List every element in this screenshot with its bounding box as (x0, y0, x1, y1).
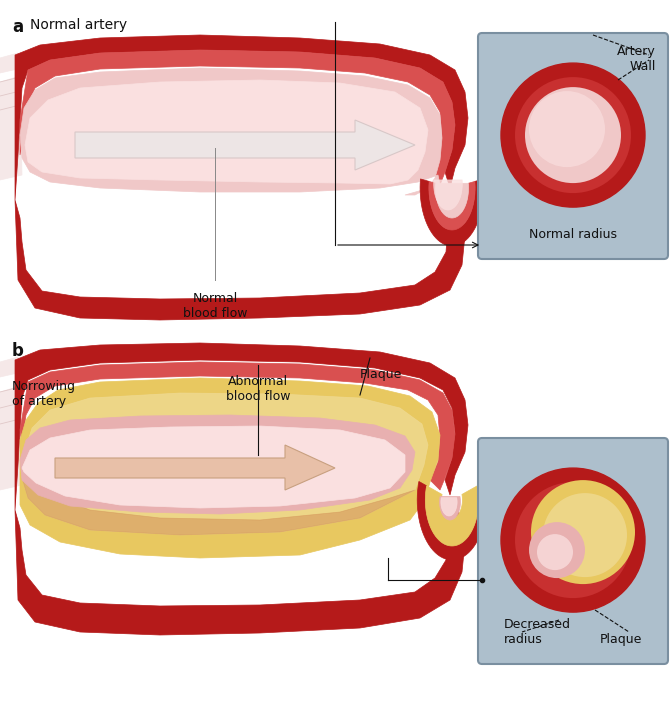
Polygon shape (433, 180, 462, 210)
Polygon shape (20, 378, 440, 558)
Polygon shape (20, 415, 415, 514)
Polygon shape (22, 426, 405, 508)
Text: Norrowing
of artery: Norrowing of artery (12, 380, 76, 408)
Polygon shape (435, 183, 468, 218)
Circle shape (501, 468, 645, 612)
FancyBboxPatch shape (478, 33, 668, 259)
Polygon shape (75, 120, 415, 170)
Polygon shape (439, 496, 460, 520)
Text: b: b (12, 342, 24, 360)
Text: Decreased
radius: Decreased radius (504, 618, 571, 646)
Polygon shape (0, 357, 22, 377)
Polygon shape (417, 482, 487, 560)
Polygon shape (20, 362, 455, 490)
Polygon shape (15, 188, 465, 320)
Polygon shape (15, 35, 468, 200)
Polygon shape (22, 393, 428, 535)
Polygon shape (0, 386, 22, 490)
Polygon shape (420, 179, 484, 246)
Polygon shape (425, 486, 478, 546)
Text: Plaque: Plaque (360, 368, 403, 381)
Polygon shape (20, 68, 442, 195)
Circle shape (531, 480, 635, 584)
Polygon shape (0, 53, 22, 73)
Circle shape (529, 522, 585, 578)
FancyBboxPatch shape (478, 438, 668, 664)
Text: Abnormal
blood flow: Abnormal blood flow (226, 375, 290, 403)
Circle shape (515, 77, 631, 193)
Polygon shape (15, 498, 465, 635)
Circle shape (537, 534, 573, 570)
Text: a: a (12, 18, 23, 36)
Text: Normal artery: Normal artery (30, 18, 127, 32)
Circle shape (515, 482, 631, 598)
Polygon shape (15, 343, 468, 510)
Circle shape (543, 493, 627, 577)
Circle shape (529, 91, 605, 167)
Polygon shape (441, 498, 457, 516)
Polygon shape (55, 445, 335, 490)
Text: Plaque: Plaque (599, 633, 642, 646)
Polygon shape (429, 181, 475, 230)
Polygon shape (20, 50, 455, 185)
Polygon shape (0, 76, 22, 180)
Polygon shape (25, 80, 428, 184)
Circle shape (501, 63, 645, 207)
Text: Normal radius: Normal radius (529, 228, 617, 241)
Polygon shape (22, 478, 415, 535)
Text: Normal
blood flow: Normal blood flow (183, 292, 247, 320)
Circle shape (525, 87, 621, 183)
Text: Artery
Wall: Artery Wall (618, 45, 656, 73)
